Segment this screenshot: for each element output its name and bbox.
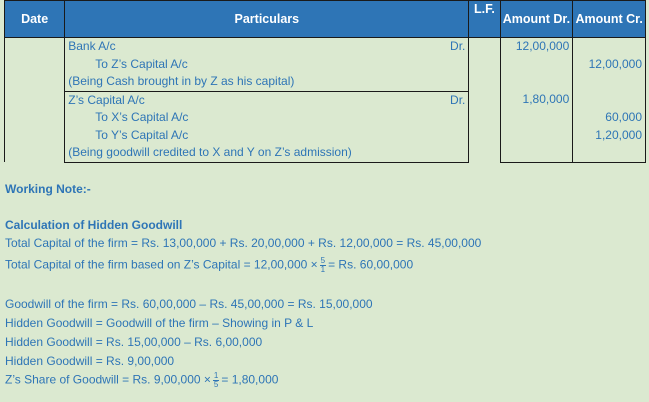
date-cell bbox=[3, 37, 66, 162]
header-particulars: Particulars bbox=[64, 0, 470, 38]
note-line: Total Capital of the firm = Rs. 13,00,00… bbox=[5, 236, 482, 250]
narration: (Being goodwill credited to X and Y on Z… bbox=[64, 144, 470, 163]
particulars-line: To Y’s Capital A/c bbox=[64, 126, 470, 144]
particulars-line: Bank A/c Dr. bbox=[64, 37, 470, 56]
note-line: Total Capital of the firm based on Z’s C… bbox=[5, 256, 414, 274]
journal-table: Date Particulars L.F. Amount Dr. Amount … bbox=[3, 0, 646, 163]
cr-amount bbox=[572, 37, 646, 56]
header-lf: L.F. bbox=[468, 0, 501, 38]
calculation-heading: Calculation of Hidden Goodwill bbox=[5, 218, 183, 232]
lf-cell bbox=[468, 37, 501, 162]
cr-amount: 60,000 bbox=[572, 109, 646, 127]
note-line: Goodwill of the firm = Rs. 60,00,000 – R… bbox=[5, 297, 373, 311]
cr-amount: 12,00,000 bbox=[572, 55, 646, 73]
working-note-heading: Working Note:- bbox=[5, 182, 91, 196]
note-line: Hidden Goodwill = Rs. 9,00,000 bbox=[5, 354, 175, 368]
note-line: Hidden Goodwill = Goodwill of the firm –… bbox=[5, 316, 314, 330]
particulars-line: To X’s Capital A/c bbox=[64, 109, 470, 127]
dr-amount: 1,80,000 bbox=[499, 91, 574, 109]
header-amount-cr: Amount Cr. bbox=[572, 0, 646, 38]
note-line: Z’s Share of Goodwill = Rs. 9,00,000 × 1 5… bbox=[5, 371, 279, 389]
narration: (Being Cash brought in by Z as his capit… bbox=[64, 73, 470, 91]
particulars-line: To Z’s Capital A/c bbox=[64, 55, 470, 73]
header-date: Date bbox=[3, 0, 66, 38]
particulars-line: Z’s Capital A/c Dr. bbox=[64, 90, 470, 109]
header-amount-dr: Amount Dr. bbox=[499, 0, 574, 38]
dr-amount: 12,00,000 bbox=[499, 37, 574, 56]
cr-amount: 1,20,000 bbox=[572, 126, 646, 144]
note-line: Hidden Goodwill = Rs. 15,00,000 – Rs. 6,… bbox=[5, 335, 263, 349]
